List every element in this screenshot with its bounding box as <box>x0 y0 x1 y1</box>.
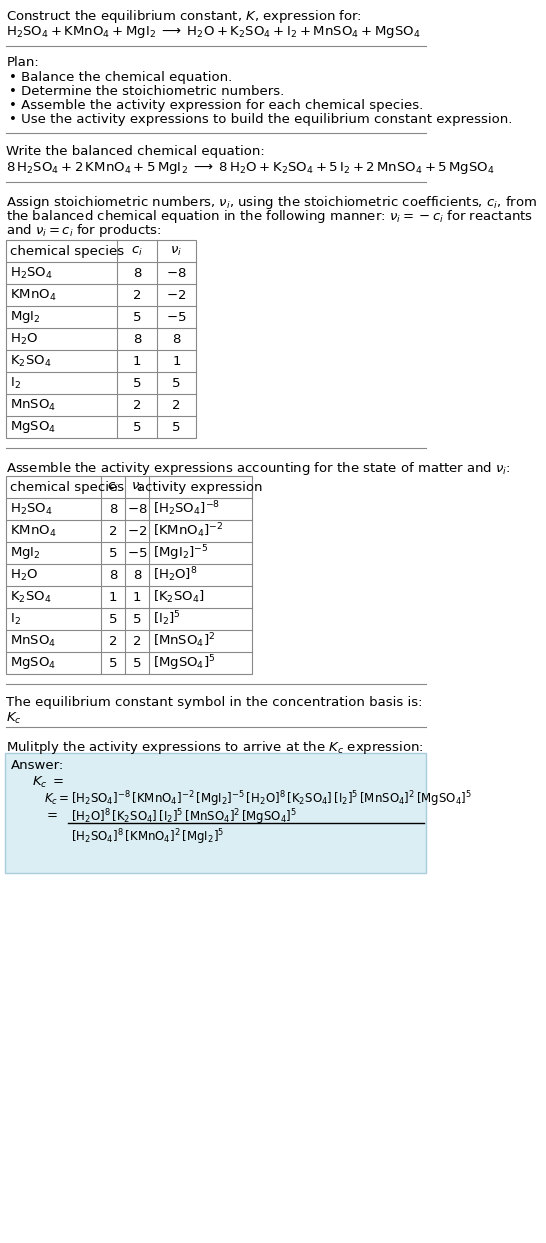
Text: $-8$: $-8$ <box>127 502 147 516</box>
Text: $\mathrm{K_2SO_4}$: $\mathrm{K_2SO_4}$ <box>10 589 52 604</box>
Text: $[\mathrm{MgSO_4}]^{5}$: $[\mathrm{MgSO_4}]^{5}$ <box>153 654 215 672</box>
Text: $[\mathrm{K_2SO_4}]$: $[\mathrm{K_2SO_4}]$ <box>153 589 204 605</box>
Text: 2: 2 <box>133 634 141 648</box>
Text: $-2$: $-2$ <box>167 288 187 302</box>
Text: 2: 2 <box>133 288 141 302</box>
Text: 8: 8 <box>133 266 141 280</box>
Text: $K_c$: $K_c$ <box>7 711 22 726</box>
Text: 5: 5 <box>172 420 181 434</box>
Text: $[\mathrm{KMnO_4}]^{-2}$: $[\mathrm{KMnO_4}]^{-2}$ <box>153 522 223 541</box>
Text: 5: 5 <box>172 377 181 389</box>
Text: $\mathrm{H_2SO_4}$: $\mathrm{H_2SO_4}$ <box>10 501 53 517</box>
Text: $[\mathrm{H_2O}]^{8}$: $[\mathrm{H_2O}]^{8}$ <box>153 566 197 584</box>
Text: $[\mathrm{H_2O}]^{8}\,[\mathrm{K_2SO_4}]\,[\mathrm{I_2}]^{5}\,[\mathrm{MnSO_4}]^: $[\mathrm{H_2O}]^{8}\,[\mathrm{K_2SO_4}]… <box>71 807 297 827</box>
Text: • Use the activity expressions to build the equilibrium constant expression.: • Use the activity expressions to build … <box>9 113 513 126</box>
Text: 5: 5 <box>109 656 117 670</box>
Text: $\mathrm{H_2O}$: $\mathrm{H_2O}$ <box>10 332 38 347</box>
Text: 1: 1 <box>133 590 141 604</box>
Text: Write the balanced chemical equation:: Write the balanced chemical equation: <box>7 145 265 158</box>
Text: chemical species: chemical species <box>10 245 124 257</box>
Text: Mulitply the activity expressions to arrive at the $K_c$ expression:: Mulitply the activity expressions to arr… <box>7 740 424 756</box>
Text: 1: 1 <box>172 354 181 368</box>
Text: $K_c = [\mathrm{H_2SO_4}]^{-8}\,[\mathrm{KMnO_4}]^{-2}\,[\mathrm{MgI_2}]^{-5}\,[: $K_c = [\mathrm{H_2SO_4}]^{-8}\,[\mathrm… <box>44 789 472 809</box>
Text: $-5$: $-5$ <box>127 547 147 559</box>
Text: $\mathrm{MnSO_4}$: $\mathrm{MnSO_4}$ <box>10 634 56 649</box>
Text: The equilibrium constant symbol in the concentration basis is:: The equilibrium constant symbol in the c… <box>7 696 423 709</box>
Text: 1: 1 <box>133 354 141 368</box>
Text: $K_c\; =$: $K_c\; =$ <box>32 774 63 791</box>
Text: $c_i$: $c_i$ <box>107 481 119 493</box>
Text: $\mathrm{I_2}$: $\mathrm{I_2}$ <box>10 612 21 626</box>
Text: $\mathrm{H_2SO_4 + KMnO_4 + MgI_2 \;\longrightarrow\; H_2O + K_2SO_4 + I_2 + MnS: $\mathrm{H_2SO_4 + KMnO_4 + MgI_2 \;\lon… <box>7 24 421 40</box>
Bar <box>7 240 196 438</box>
FancyBboxPatch shape <box>5 753 426 873</box>
Text: Answer:: Answer: <box>11 759 64 772</box>
Text: 5: 5 <box>133 613 141 625</box>
Text: $-8$: $-8$ <box>166 266 187 280</box>
Text: Assemble the activity expressions accounting for the state of matter and $\nu_i$: Assemble the activity expressions accoun… <box>7 460 511 477</box>
Text: 8: 8 <box>172 332 181 346</box>
Text: 5: 5 <box>109 613 117 625</box>
Text: • Assemble the activity expression for each chemical species.: • Assemble the activity expression for e… <box>9 99 424 112</box>
Text: $-5$: $-5$ <box>166 311 187 323</box>
Text: $\mathrm{MgSO_4}$: $\mathrm{MgSO_4}$ <box>10 655 56 671</box>
Text: and $\nu_i = c_i$ for products:: and $\nu_i = c_i$ for products: <box>7 222 162 239</box>
Text: 2: 2 <box>172 399 181 411</box>
Text: $[\mathrm{H_2SO_4}]^{-8}$: $[\mathrm{H_2SO_4}]^{-8}$ <box>153 500 219 518</box>
Text: $\mathrm{MgSO_4}$: $\mathrm{MgSO_4}$ <box>10 419 56 435</box>
Text: chemical species: chemical species <box>10 481 124 493</box>
Text: 1: 1 <box>109 590 117 604</box>
Text: $\mathrm{H_2SO_4}$: $\mathrm{H_2SO_4}$ <box>10 266 53 281</box>
Text: $[\mathrm{MnSO_4}]^{2}$: $[\mathrm{MnSO_4}]^{2}$ <box>153 631 215 650</box>
Text: $\nu_i$: $\nu_i$ <box>131 481 143 493</box>
Text: Plan:: Plan: <box>7 56 39 70</box>
Text: Construct the equilibrium constant, $K$, expression for:: Construct the equilibrium constant, $K$,… <box>7 7 362 25</box>
Text: 5: 5 <box>109 547 117 559</box>
Text: $\mathrm{KMnO_4}$: $\mathrm{KMnO_4}$ <box>10 523 57 538</box>
Bar <box>7 476 252 674</box>
Text: $c_i$: $c_i$ <box>131 245 143 257</box>
Text: $[\mathrm{MgI_2}]^{-5}$: $[\mathrm{MgI_2}]^{-5}$ <box>153 543 208 563</box>
Text: Assign stoichiometric numbers, $\nu_i$, using the stoichiometric coefficients, $: Assign stoichiometric numbers, $\nu_i$, … <box>7 194 537 211</box>
Text: 5: 5 <box>133 420 141 434</box>
Text: $\mathrm{KMnO_4}$: $\mathrm{KMnO_4}$ <box>10 287 57 302</box>
Text: 8: 8 <box>133 332 141 346</box>
Text: 8: 8 <box>109 502 117 516</box>
Text: $\mathrm{K_2SO_4}$: $\mathrm{K_2SO_4}$ <box>10 353 52 369</box>
Text: $\mathrm{MnSO_4}$: $\mathrm{MnSO_4}$ <box>10 398 56 413</box>
Text: $[\mathrm{I_2}]^{5}$: $[\mathrm{I_2}]^{5}$ <box>153 609 180 629</box>
Text: $8\,\mathrm{H_2SO_4} + 2\,\mathrm{KMnO_4} + 5\,\mathrm{MgI_2} \;\longrightarrow\: $8\,\mathrm{H_2SO_4} + 2\,\mathrm{KMnO_4… <box>7 160 495 177</box>
Text: $\mathrm{H_2O}$: $\mathrm{H_2O}$ <box>10 568 38 583</box>
Text: $-2$: $-2$ <box>127 525 147 537</box>
Text: $\mathrm{MgI_2}$: $\mathrm{MgI_2}$ <box>10 544 41 561</box>
Text: • Balance the chemical equation.: • Balance the chemical equation. <box>9 71 233 85</box>
Text: • Determine the stoichiometric numbers.: • Determine the stoichiometric numbers. <box>9 85 285 98</box>
Text: $\mathrm{I_2}$: $\mathrm{I_2}$ <box>10 375 21 390</box>
Text: 8: 8 <box>109 568 117 582</box>
Text: 2: 2 <box>109 525 117 537</box>
Text: 5: 5 <box>133 656 141 670</box>
Text: 8: 8 <box>133 568 141 582</box>
Text: $\nu_i$: $\nu_i$ <box>170 245 182 257</box>
Text: 5: 5 <box>133 311 141 323</box>
Text: 2: 2 <box>133 399 141 411</box>
Text: the balanced chemical equation in the following manner: $\nu_i = -c_i$ for react: the balanced chemical equation in the fo… <box>7 208 533 225</box>
Text: $[\mathrm{H_2SO_4}]^{8}\,[\mathrm{KMnO_4}]^{2}\,[\mathrm{MgI_2}]^{5}$: $[\mathrm{H_2SO_4}]^{8}\,[\mathrm{KMnO_4… <box>71 827 224 846</box>
Text: 2: 2 <box>109 634 117 648</box>
Text: activity expression: activity expression <box>138 481 263 493</box>
Text: 5: 5 <box>133 377 141 389</box>
Text: $\mathrm{MgI_2}$: $\mathrm{MgI_2}$ <box>10 310 41 324</box>
Text: $=$: $=$ <box>44 807 58 820</box>
